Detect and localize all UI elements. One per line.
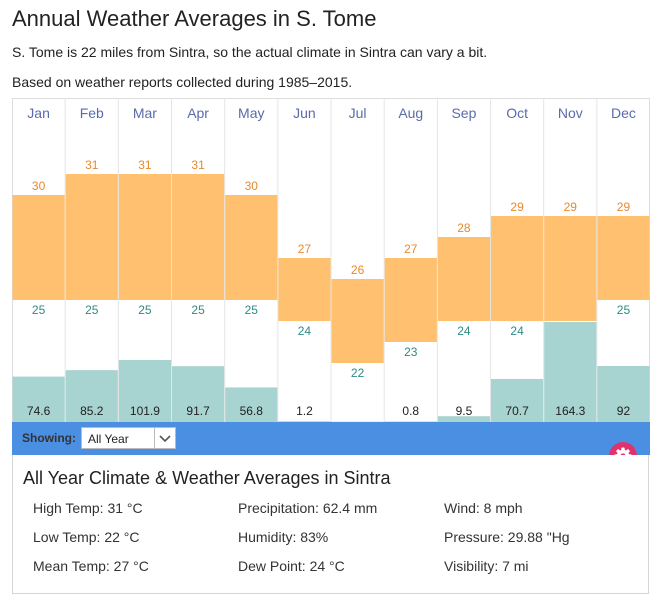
stat-dew-point: Dew Point: 24 °C <box>238 558 345 574</box>
low-temp-label: 25 <box>191 303 205 317</box>
month-label-jan: Jan <box>27 105 50 121</box>
high-temp-label: 29 <box>617 200 631 214</box>
temp-range-bar <box>65 174 118 300</box>
stat-high-temp: High Temp: 31 °C <box>33 500 143 516</box>
temp-range-bar <box>491 216 544 321</box>
month-label-dec: Dec <box>611 105 636 121</box>
stat-wind: Wind: 8 mph <box>444 500 523 516</box>
high-temp-label: 30 <box>245 179 259 193</box>
stat-low-temp: Low Temp: 22 °C <box>33 529 140 545</box>
temp-range-bar <box>544 216 597 321</box>
low-temp-label: 25 <box>138 303 152 317</box>
precip-value-label: 85.2 <box>80 404 104 418</box>
precip-bar <box>225 387 278 422</box>
high-temp-label: 31 <box>191 158 205 172</box>
stat-visibility: Visibility: 7 mi <box>444 558 529 574</box>
low-temp-label: 22 <box>351 366 365 380</box>
high-temp-label: 31 <box>85 158 99 172</box>
high-temp-label: 29 <box>510 200 524 214</box>
precip-bar <box>544 322 597 422</box>
temp-range-bar <box>384 258 437 342</box>
high-temp-label: 27 <box>404 242 418 256</box>
precip-value-label: 164.3 <box>555 404 585 418</box>
high-temp-label: 29 <box>564 200 578 214</box>
month-label-mar: Mar <box>133 105 157 121</box>
stat-humidity: Humidity: 83% <box>238 529 329 545</box>
precip-value-label: 56.8 <box>240 404 264 418</box>
precip-value-label: 1.2 <box>296 404 313 418</box>
low-temp-label: 25 <box>617 303 631 317</box>
low-temp-label: 25 <box>85 303 99 317</box>
period-select[interactable]: All Year <box>81 427 176 449</box>
low-temp-label: 23 <box>404 345 418 359</box>
data-period-note: Based on weather reports collected durin… <box>12 74 353 90</box>
temp-range-bar <box>12 195 65 300</box>
page-title: Annual Weather Averages in S. Tome <box>12 6 377 31</box>
month-label-nov: Nov <box>558 105 583 121</box>
stat-pressure: Pressure: 29.88 "Hg <box>444 529 570 545</box>
precip-bar <box>491 378 544 422</box>
low-temp-label: 24 <box>298 324 312 338</box>
precip-value-label: 92 <box>617 404 631 418</box>
month-label-aug: Aug <box>398 105 423 121</box>
month-label-may: May <box>238 105 264 121</box>
climate-chart: Jan 30 25 74.6 Feb 31 25 85.2 Mar 31 25 101.9 Apr 31 2… <box>12 98 651 423</box>
high-temp-label: 27 <box>298 242 312 256</box>
temp-range-bar <box>172 174 225 300</box>
low-temp-label: 25 <box>245 303 259 317</box>
summary-title: All Year Climate & Weather Averages in S… <box>23 468 391 488</box>
precip-value-label: 74.6 <box>27 404 51 418</box>
month-label-apr: Apr <box>187 105 209 121</box>
high-temp-label: 30 <box>32 179 46 193</box>
low-temp-label: 24 <box>510 324 524 338</box>
showing-label: Showing: <box>22 431 76 445</box>
month-label-jul: Jul <box>349 105 367 121</box>
precip-value-label: 101.9 <box>130 404 160 418</box>
stat-mean-temp: Mean Temp: 27 °C <box>33 558 149 574</box>
month-label-feb: Feb <box>80 105 104 121</box>
precip-bar <box>437 416 491 422</box>
precip-bar <box>278 421 331 422</box>
high-temp-label: 31 <box>138 158 152 172</box>
filter-bar: Showing: All Year <box>12 422 650 455</box>
month-label-sep: Sep <box>451 105 476 121</box>
distance-note: S. Tome is 22 miles from Sintra, so the … <box>12 44 488 60</box>
summary-panel: All Year Climate & Weather Averages in S… <box>12 455 649 594</box>
precip-value-label: 9.5 <box>456 404 473 418</box>
low-temp-label: 24 <box>457 324 471 338</box>
precip-value-label: 70.7 <box>505 404 529 418</box>
temp-range-bar <box>331 279 384 363</box>
precip-value-label: 91.7 <box>186 404 210 418</box>
precip-value-label: 0.8 <box>402 404 419 418</box>
temp-range-bar <box>597 216 650 300</box>
precip-bar <box>65 370 118 422</box>
month-label-oct: Oct <box>506 105 528 121</box>
temp-range-bar <box>437 237 491 321</box>
precip-bar <box>172 366 225 422</box>
stat-precipitation: Precipitation: 62.4 mm <box>238 500 378 516</box>
precip-bar <box>12 376 65 422</box>
precip-bar <box>597 366 650 422</box>
low-temp-label: 25 <box>32 303 46 317</box>
period-select-value: All Year <box>88 432 129 446</box>
high-temp-label: 28 <box>457 221 471 235</box>
chevron-down-icon[interactable] <box>154 428 175 448</box>
month-label-jun: Jun <box>293 105 316 121</box>
temp-range-bar <box>278 258 331 321</box>
precip-bar <box>118 359 172 422</box>
temp-range-bar <box>118 174 172 300</box>
high-temp-label: 26 <box>351 263 365 277</box>
temp-range-bar <box>225 195 278 300</box>
